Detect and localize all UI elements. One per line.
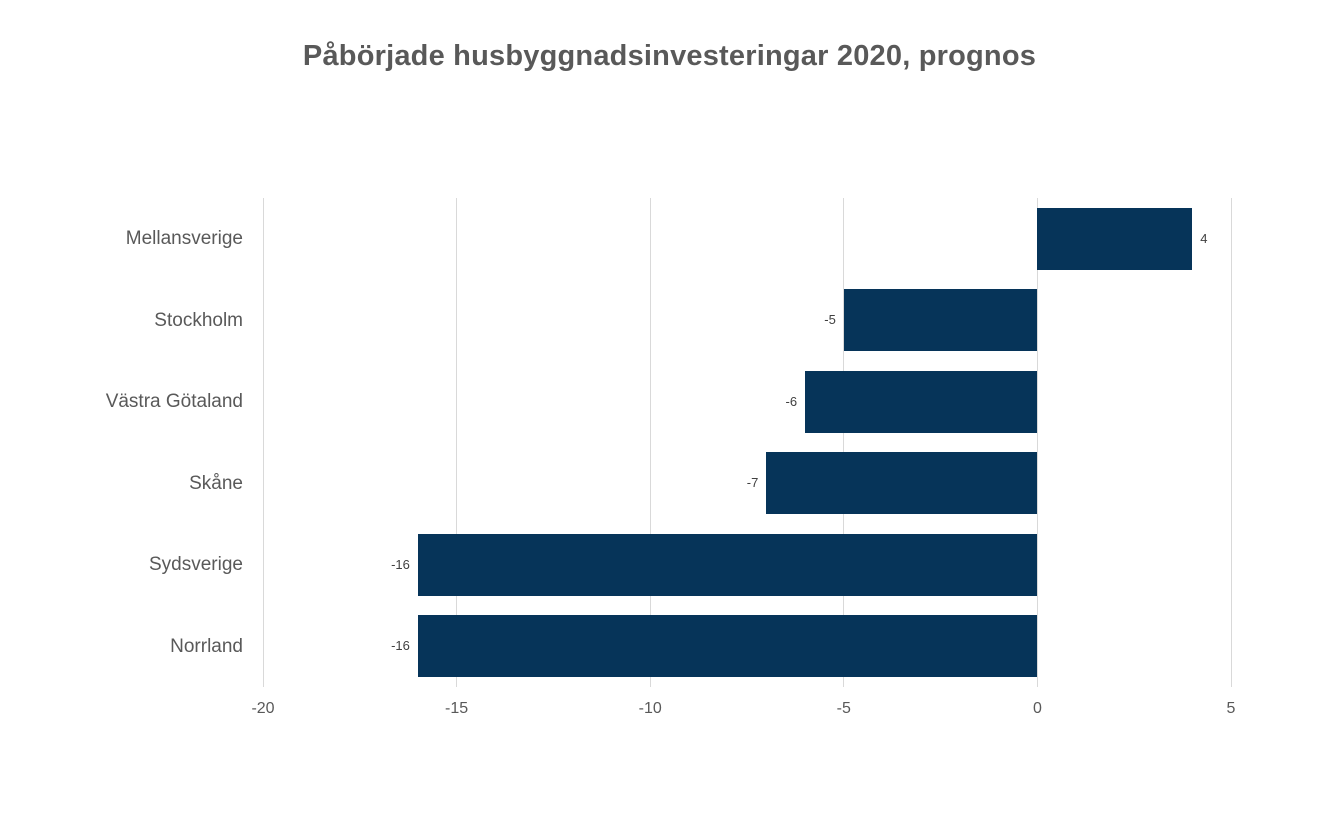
bar-value-label: 4 [1200,230,1208,246]
gridline [1230,198,1232,687]
x-axis-tick-label: -10 [638,700,662,717]
x-axis-tick-label: -15 [445,700,469,717]
x-axis-tick-label: -20 [251,700,275,717]
bar [766,452,1038,515]
gridline [843,198,845,687]
bar [417,533,1038,596]
category-label: Sydsverige [149,554,243,575]
gridline [262,198,264,687]
x-axis-tick-label: 5 [1226,700,1236,717]
gridline [649,198,651,687]
x-axis-tick-label: -5 [836,700,851,717]
bar [1037,207,1193,270]
x-axis-tick-label: 0 [1032,700,1042,717]
chart-title: Påbörjade husbyggnadsinvesteringar 2020,… [302,40,1037,72]
bar-value-label: -7 [746,475,759,491]
bar [843,289,1038,352]
bar [805,370,1038,433]
bar-value-label: -5 [824,312,836,328]
gridline [1036,198,1038,687]
category-label: Västra Götaland [105,391,243,412]
gridline [456,198,458,687]
bar [417,615,1038,678]
category-label: Skåne [189,472,243,494]
category-label: Mellansverige [125,228,243,249]
bar-value-label: -16 [391,638,410,654]
bar-value-label: -6 [785,393,798,409]
category-label: Stockholm [154,309,243,331]
category-label: Norrland [170,635,243,657]
bar-value-label: -16 [391,556,410,572]
